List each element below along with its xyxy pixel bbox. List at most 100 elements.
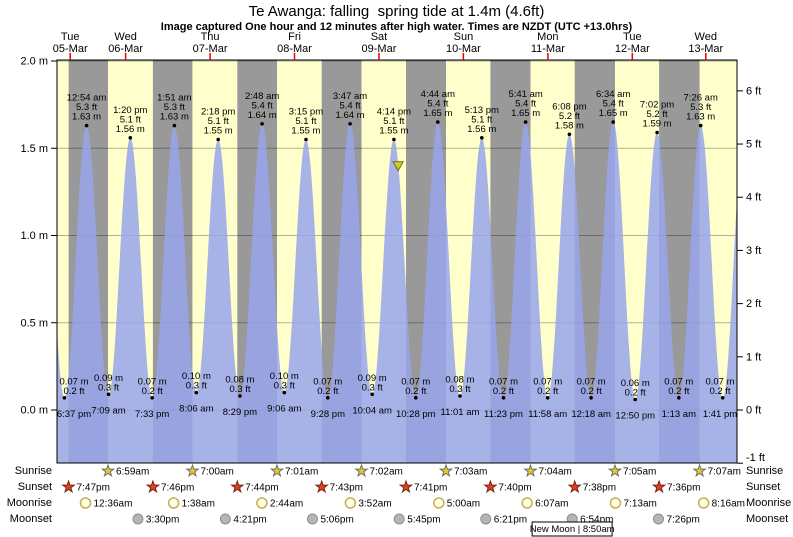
- high-tide-height-ft: 5.2 ft: [559, 111, 580, 122]
- sunrise-star-icon: [100, 463, 116, 478]
- high-tide-time: 6:34 am: [596, 89, 630, 100]
- y-axis-label-right: 3 ft: [746, 245, 761, 257]
- moonrise-circle-icon: [697, 497, 710, 509]
- sunset-star-icon: [230, 479, 245, 494]
- tide-point-dot: [326, 396, 330, 400]
- low-tide-time: 6:37 pm: [57, 409, 91, 420]
- tide-point-dot: [106, 392, 111, 397]
- sunset-star-icon: [145, 479, 161, 494]
- low-tide-time: 10:28 pm: [396, 409, 436, 420]
- y-axis-label-right: -1 ft: [746, 452, 765, 464]
- sunrise-star-icon: [269, 463, 285, 478]
- sunrise-star-icon: [185, 463, 200, 478]
- moonrise-circle-icon: [433, 497, 445, 509]
- high-tide-height-ft: 5.2 ft: [647, 109, 668, 120]
- low-tide-height-ft: 0.3 ft: [274, 381, 295, 392]
- sunrise-time: 7:01am: [285, 467, 318, 478]
- y-axis-label-right: 4 ft: [746, 192, 761, 204]
- day-label-name: Fri: [288, 31, 301, 43]
- low-tide-height-ft: 0.2 ft: [581, 386, 602, 397]
- tide-point-dot: [84, 123, 89, 128]
- low-tide-time: 7:33 pm: [135, 409, 169, 420]
- tide-point-dot: [545, 396, 550, 400]
- high-tide-height-ft: 5.1 ft: [471, 114, 492, 125]
- low-tide-height-ft: 0.3 ft: [449, 384, 470, 395]
- high-tide-height-ft: 5.1 ft: [383, 116, 404, 127]
- low-tide-height-m: 0.07 m: [705, 376, 734, 387]
- moonrise-time: 5:00am: [447, 499, 480, 510]
- tide-point-dot: [172, 123, 177, 128]
- day-label-date: 13-Mar: [688, 43, 723, 55]
- high-tide-height-ft: 5.4 ft: [339, 100, 360, 111]
- low-tide-height-ft: 0.2 ft: [709, 386, 730, 397]
- high-tide-time: 7:26 am: [684, 93, 718, 104]
- low-tide-height-ft: 0.2 ft: [625, 388, 646, 399]
- high-tide-time: 3:47 am: [333, 91, 367, 102]
- capture-note: Image captured One hour and 12 minutes a…: [160, 21, 633, 33]
- moonset-time: 6:21pm: [494, 515, 527, 526]
- low-tide-time: 9:28 pm: [311, 409, 345, 420]
- day-label-name: Wed: [695, 31, 717, 43]
- sunset-time: 7:36pm: [667, 483, 700, 494]
- day-label-date: 10-Mar: [446, 43, 481, 55]
- low-tide-time: 8:06 am: [179, 404, 213, 415]
- low-tide-height-m: 0.10 m: [270, 371, 299, 382]
- day-label-name: Tue: [623, 31, 642, 43]
- sunset-time: 7:44pm: [245, 483, 278, 494]
- moonrise-circle-icon: [167, 497, 180, 509]
- sunset-star-icon: [567, 479, 582, 494]
- moonset-circle-icon: [480, 513, 492, 525]
- sunrise-row-label-right: Sunrise: [746, 465, 784, 477]
- sunset-time: 7:41pm: [414, 483, 447, 494]
- low-tide-height-m: 0.07 m: [401, 376, 430, 387]
- day-label-name: Mon: [537, 31, 558, 43]
- moonrise-circle-icon: [609, 497, 622, 509]
- moonset-circle-icon: [219, 513, 231, 525]
- moonrise-time: 8:16am: [712, 499, 745, 510]
- high-tide-height-m: 1.64 m: [248, 110, 277, 121]
- tide-point-dot: [567, 132, 572, 137]
- low-tide-time: 7:09 am: [91, 405, 125, 416]
- moonset-circle-icon: [393, 513, 405, 525]
- high-tide-time: 2:48 am: [245, 91, 279, 102]
- low-tide-height-m: 0.08 m: [445, 375, 474, 386]
- high-tide-height-m: 1.65 m: [423, 108, 452, 119]
- low-tide-time: 1:41 pm: [703, 409, 737, 420]
- low-tide-time: 12:50 pm: [615, 411, 655, 422]
- tide-point-dot: [370, 392, 375, 397]
- moonset-time: 7:26pm: [666, 515, 699, 526]
- moonset-time: 3:30pm: [146, 515, 179, 526]
- tide-point-dot: [414, 396, 418, 400]
- day-label-date: 12-Mar: [615, 43, 650, 55]
- day-label-name: Sat: [371, 31, 388, 43]
- tide-point-dot: [348, 122, 352, 126]
- day-label-date: 07-Mar: [193, 43, 228, 55]
- sunset-row-label-right: Sunset: [746, 481, 781, 493]
- sunrise-star-icon: [354, 463, 369, 478]
- moonrise-circle-icon: [79, 497, 92, 509]
- tide-point-dot: [633, 397, 637, 402]
- high-tide-time: 1:51 am: [157, 93, 191, 104]
- sunset-star-icon: [651, 479, 667, 494]
- tide-point-dot: [436, 120, 440, 124]
- day-label-name: Tue: [61, 31, 80, 43]
- high-tide-height-m: 1.65 m: [599, 108, 628, 119]
- sunset-time: 7:38pm: [583, 483, 616, 494]
- high-tide-height-m: 1.55 m: [204, 126, 233, 137]
- sunset-time: 7:40pm: [498, 483, 531, 494]
- low-tide-height-m: 0.07 m: [489, 376, 518, 387]
- high-tide-height-m: 1.63 m: [686, 112, 715, 123]
- tide-point-dot: [589, 396, 593, 400]
- tide-point-dot: [304, 137, 308, 142]
- day-label-name: Thu: [201, 31, 220, 43]
- tide-point-dot: [194, 390, 199, 395]
- low-tide-height-ft: 0.2 ft: [63, 386, 84, 397]
- day-label-date: 08-Mar: [277, 43, 312, 55]
- moonset-row-label-left: Moonset: [9, 513, 52, 525]
- low-tide-time: 8:29 pm: [223, 407, 257, 418]
- plot-border: [56, 59, 738, 464]
- low-tide-time: 10:04 am: [352, 405, 392, 416]
- sunrise-star-icon: [692, 463, 707, 478]
- tide-point-dot: [501, 396, 506, 400]
